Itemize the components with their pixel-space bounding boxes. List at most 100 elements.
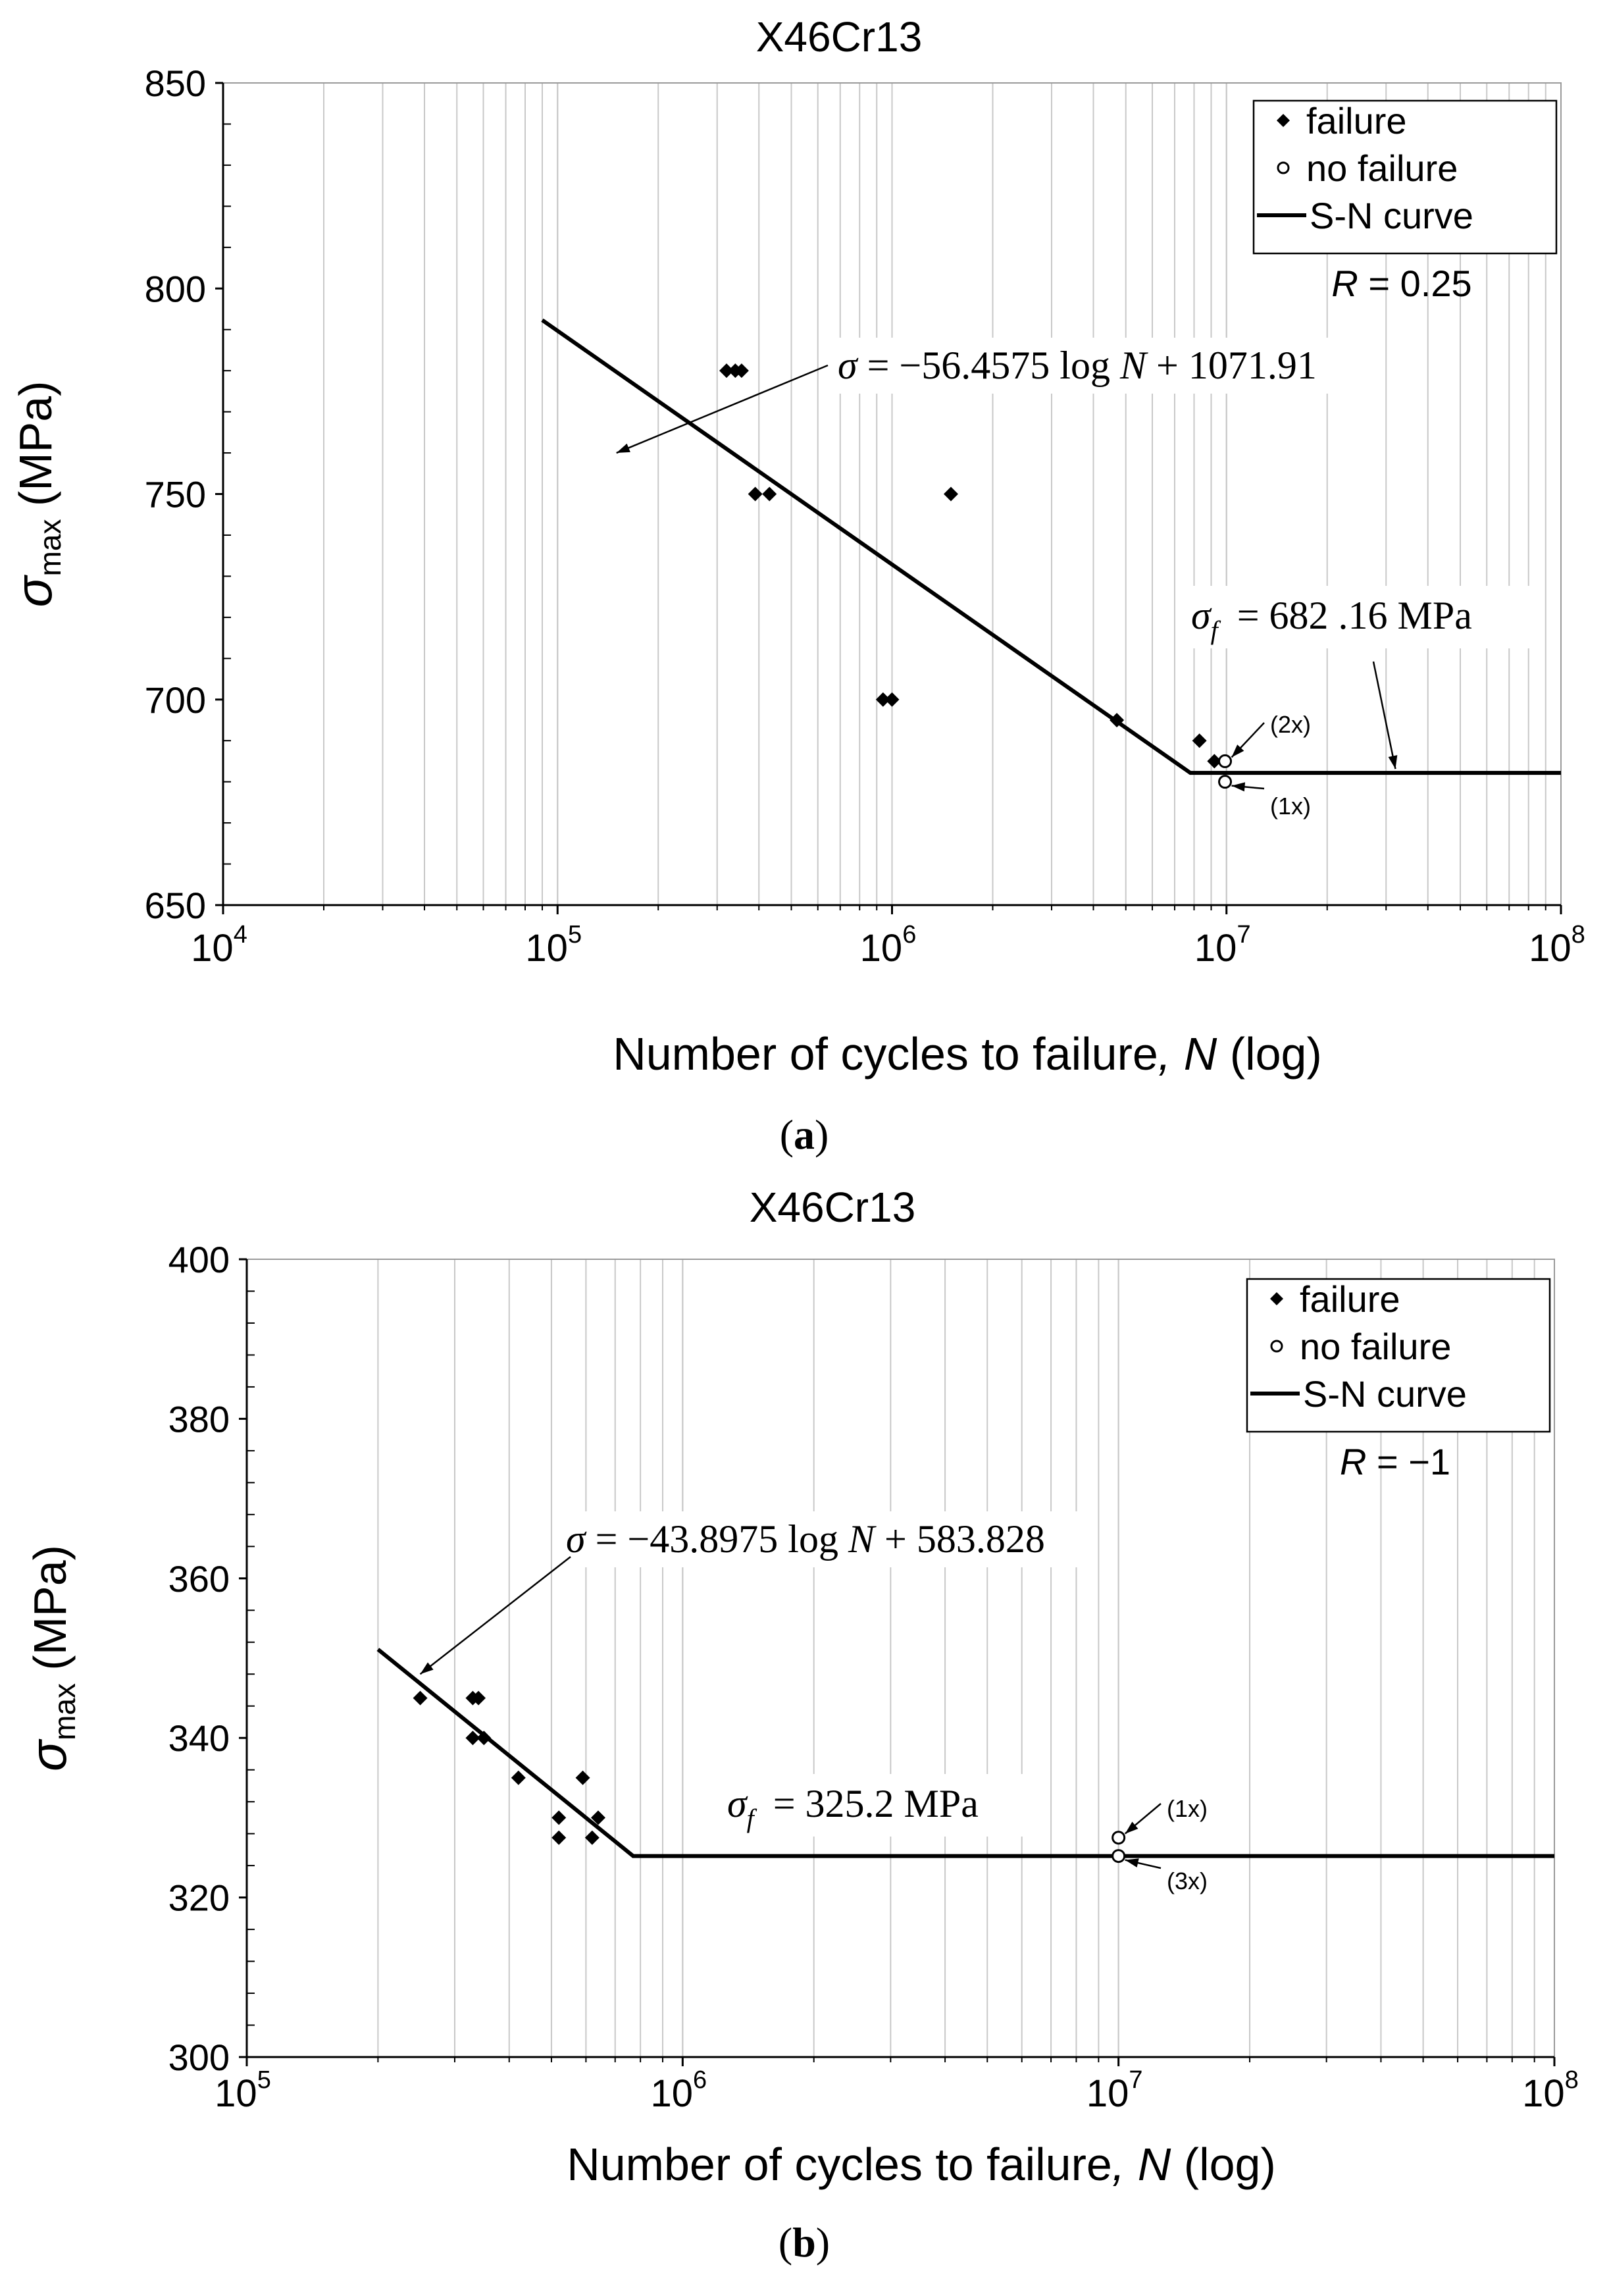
x-tick-base: 10 <box>651 2072 694 2115</box>
failure-point <box>465 1731 480 1746</box>
failure-point <box>551 1810 567 1825</box>
y-tick-label: 400 <box>168 1239 230 1280</box>
x-tick-exponent: 8 <box>1565 2066 1579 2094</box>
y-tick-label: 750 <box>145 474 206 515</box>
x-tick-exponent: 6 <box>693 2066 707 2094</box>
count-label: (2x) <box>1270 711 1311 738</box>
count-arrow-head <box>1231 782 1246 792</box>
count-arrow-head <box>1231 744 1244 758</box>
eq-var: N <box>1119 344 1148 387</box>
x-tick-label: 106 <box>651 2066 707 2115</box>
failure-point <box>575 1770 590 1785</box>
r-ratio-label: R = −1 <box>1340 1441 1450 1482</box>
y-tick-label: 800 <box>145 268 206 309</box>
x-tick-label: 108 <box>1522 2066 1579 2115</box>
x-tick-exponent: 7 <box>1237 921 1250 949</box>
eq-sigma: σ <box>566 1517 587 1561</box>
x-tick-label: 107 <box>1086 2066 1143 2115</box>
y-tick-label: 320 <box>168 1877 230 1919</box>
no-failure-point <box>1111 1849 1126 1864</box>
sf-value: = 325.2 MPa <box>763 1782 979 1825</box>
x-tick-exponent: 5 <box>257 2066 271 2094</box>
failure-point <box>590 1810 605 1825</box>
x-axis-label-comma: , <box>1112 2139 1138 2190</box>
panel-letter: b <box>792 2219 816 2266</box>
y-tick-label: 300 <box>168 2037 230 2078</box>
count-label: (1x) <box>1270 793 1311 820</box>
y-axis-label-unit: (MPa) <box>10 381 61 519</box>
failure-point <box>748 486 763 502</box>
panel-label: (a) <box>780 1111 829 1158</box>
y-tick-label: 360 <box>168 1558 230 1600</box>
x-tick-base: 10 <box>1529 927 1571 970</box>
x-axis-label-comma: , <box>1158 1028 1184 1080</box>
chart-title: X46Cr13 <box>756 13 923 61</box>
x-tick-label: 108 <box>1529 921 1585 970</box>
x-axis-label-post: (log) <box>1217 1028 1321 1080</box>
x-axis-label: Number of cycles to failure, N (log) <box>567 2139 1276 2190</box>
x-axis-label: Number of cycles to failure, N (log) <box>613 1028 1322 1080</box>
legend-no-failure-label: no failure <box>1306 147 1458 189</box>
eq-mid: = −56.4575 log <box>857 344 1120 387</box>
y-axis-label-subscript: max <box>33 519 67 577</box>
x-tick-exponent: 4 <box>234 921 247 949</box>
fatigue-limit-arrow-head <box>1388 755 1398 770</box>
regression-equation: σ = −56.4575 log N + 1071.91 <box>838 344 1317 387</box>
legend-box <box>1246 1278 1551 1433</box>
x-axis-label-text: Number of cycles to failure <box>613 1028 1158 1080</box>
sn-curve-line <box>376 1648 1554 1858</box>
x-tick-label: 107 <box>1194 921 1251 970</box>
r-ratio-label: R = 0.25 <box>1331 263 1471 304</box>
eq-const: + 583.828 <box>875 1517 1045 1561</box>
equation-arrow-head <box>420 1662 434 1675</box>
y-tick-label: 650 <box>145 885 206 926</box>
x-tick-exponent: 5 <box>568 921 582 949</box>
y-axis-label-unit: (MPa) <box>24 1545 76 1683</box>
panel-paren: ( <box>779 2219 792 2266</box>
chart-title: X46Cr13 <box>750 1184 916 1231</box>
equation-background <box>556 1511 1096 1567</box>
x-tick-exponent: 6 <box>902 921 916 949</box>
legend-no-failure-marker <box>1270 1340 1283 1353</box>
failure-point <box>762 486 777 502</box>
x-axis-label-var: N <box>1184 1028 1217 1080</box>
x-tick-exponent: 8 <box>1571 921 1585 949</box>
eq-var: N <box>848 1517 877 1561</box>
x-tick-label: 106 <box>860 921 917 970</box>
fatigue-limit-label: σf = 325.2 MPa <box>727 1782 979 1833</box>
no-failure-point <box>1218 775 1233 789</box>
x-axis-label-var: N <box>1138 2139 1171 2190</box>
sf-sigma: σ <box>1191 594 1212 637</box>
legend-no-failure-marker <box>1277 161 1290 174</box>
fatigue-limit-background <box>717 1774 1027 1837</box>
x-tick-base: 10 <box>1522 2072 1565 2115</box>
y-axis-label-subscript: max <box>47 1683 82 1740</box>
y-tick-label: 380 <box>168 1398 230 1440</box>
x-axis-label-text: Number of cycles to failure <box>567 2139 1112 2190</box>
count-arrow-head <box>1125 1858 1139 1867</box>
sf-value: = 682 .16 MPa <box>1227 594 1472 637</box>
x-tick-label: 105 <box>525 921 582 970</box>
failure-point <box>471 1690 486 1706</box>
failure-point <box>1110 712 1125 727</box>
count-label: (1x) <box>1167 1795 1208 1822</box>
fatigue-limit-background <box>1181 586 1537 648</box>
failure-point <box>875 692 890 707</box>
equation-arrow-shaft <box>616 364 829 454</box>
count-arrow-head <box>1125 1821 1138 1834</box>
x-tick-base: 10 <box>1194 927 1237 970</box>
x-tick-label: 104 <box>191 921 247 970</box>
count-label: (3x) <box>1167 1867 1208 1894</box>
y-tick-label: 850 <box>145 63 206 104</box>
y-axis-label-sigma: σ <box>5 574 63 607</box>
x-tick-base: 10 <box>215 2072 257 2115</box>
regression-equation: σ = −43.8975 log N + 583.828 <box>566 1517 1045 1561</box>
x-tick-base: 10 <box>1086 2072 1129 2115</box>
eq-const: + 1071.91 <box>1146 344 1317 387</box>
x-tick-exponent: 7 <box>1129 2066 1142 2094</box>
legend: failure no failure S-N curve <box>1252 99 1558 255</box>
failure-point <box>1192 733 1207 748</box>
